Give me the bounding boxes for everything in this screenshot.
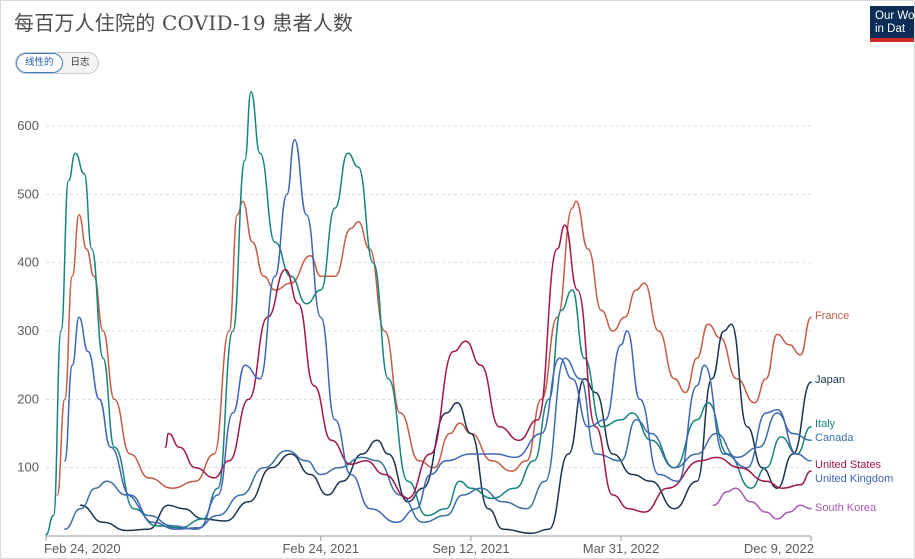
series-layer <box>45 91 812 536</box>
x-tick-label: Dec 9, 2022 <box>744 541 814 556</box>
series-label-layer: France Japan Italy Canada United States Unite… <box>815 310 893 514</box>
owid-logo[interactable]: Our Wo in Dat <box>870 6 914 42</box>
y-tick-label: 500 <box>17 186 39 201</box>
y-tick-label: 600 <box>17 118 39 133</box>
y-tick-label: 100 <box>17 460 39 475</box>
axis-layer: 600 500 400 300 200 100 Feb 24, 2020 Feb 24, 20… <box>17 118 814 556</box>
series-line-italy[interactable] <box>45 91 812 536</box>
x-tick-label: Mar 31, 2022 <box>583 541 660 556</box>
series-line-france[interactable] <box>56 200 812 496</box>
scale-toggle[interactable]: 线性的 日志 <box>15 52 99 74</box>
series-label-japan[interactable]: Japan <box>815 374 845 386</box>
series-label-italy[interactable]: Italy <box>815 418 836 430</box>
x-tick-label: Feb 24, 2021 <box>282 541 359 556</box>
y-tick-label: 400 <box>17 255 39 270</box>
logo-line-2: in Dat <box>875 23 906 35</box>
grid-layer <box>46 125 811 469</box>
x-tick-label: Feb 24, 2020 <box>44 541 121 556</box>
series-line-japan[interactable] <box>79 323 812 535</box>
series-line-united-states[interactable] <box>164 224 812 513</box>
x-tick-label: Sep 12, 2021 <box>432 541 509 556</box>
series-line-south-korea[interactable] <box>712 487 812 520</box>
series-label-canada[interactable]: Canada <box>815 432 854 444</box>
log-scale-button[interactable]: 日志 <box>70 57 90 68</box>
chart-title: 每百万人住院的 COVID-19 患者人数 <box>14 11 354 35</box>
linear-scale-button[interactable]: 线性的 <box>16 53 63 73</box>
series-label-united-states[interactable]: United States <box>815 459 882 471</box>
series-label-united-kingdom[interactable]: United Kingdom <box>815 473 893 485</box>
y-tick-label: 200 <box>17 391 39 406</box>
series-label-south-korea[interactable]: South Korea <box>815 502 877 514</box>
y-tick-label: 300 <box>17 323 39 338</box>
logo-accent-bar <box>870 38 914 42</box>
logo-line-1: Our Wo <box>875 10 914 22</box>
series-line-canada[interactable] <box>64 357 812 530</box>
series-line-united-kingdom[interactable] <box>64 138 812 530</box>
series-label-france[interactable]: France <box>815 310 849 322</box>
